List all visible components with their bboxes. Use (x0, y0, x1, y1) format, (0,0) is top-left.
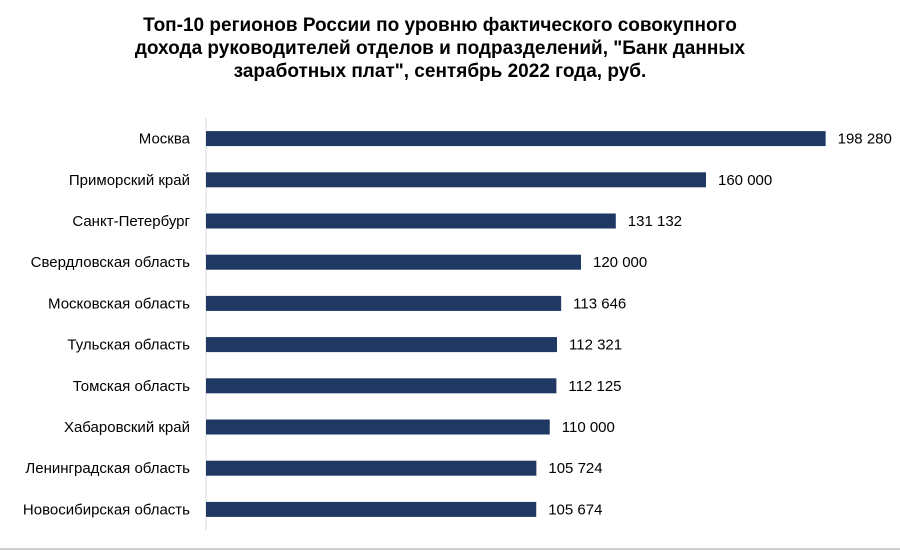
category-label-10: Новосибирская область (23, 501, 190, 518)
chart-title: Топ-10 регионов России по уровню фактиче… (60, 14, 820, 83)
value-label-5: 113 646 (573, 295, 626, 312)
value-label-7: 112 125 (568, 378, 621, 395)
chart-title-line-3: заработных плат", сентябрь 2022 года, ру… (233, 61, 647, 82)
value-label-8: 110 000 (562, 419, 615, 436)
value-label-9: 105 724 (548, 460, 602, 477)
bar-1 (206, 131, 826, 147)
chart-title-line-2: дохода руководителей отделов и подраздел… (134, 38, 746, 59)
category-label-9: Ленинградская область (25, 460, 190, 477)
value-label-4: 120 000 (593, 254, 647, 271)
category-label-2: Приморский край (69, 172, 190, 189)
bar-4 (206, 254, 581, 270)
category-label-1: Москва (139, 131, 191, 148)
bar-10 (206, 501, 537, 517)
value-label-2: 160 000 (718, 172, 772, 189)
category-label-6: Тульская область (67, 337, 190, 354)
value-label-6: 112 321 (569, 337, 622, 354)
bar-9 (206, 460, 537, 476)
category-label-3: Санкт-Петербург (72, 213, 190, 230)
value-label-10: 105 674 (548, 501, 602, 518)
bar-8 (206, 419, 550, 435)
chart-title-line-1: Топ-10 регионов России по уровню фактиче… (143, 15, 737, 36)
bar-5 (206, 295, 562, 311)
category-label-4: Свердловская область (31, 254, 191, 271)
bar-2 (206, 172, 706, 188)
bar-7 (206, 378, 557, 394)
value-label-1: 198 280 (838, 131, 892, 148)
value-label-3: 131 132 (628, 213, 682, 230)
category-label-7: Томская область (73, 378, 190, 395)
category-label-8: Хабаровский край (64, 419, 190, 436)
category-label-5: Московская область (48, 295, 190, 312)
bar-6 (206, 337, 558, 353)
bar-3 (206, 213, 616, 229)
